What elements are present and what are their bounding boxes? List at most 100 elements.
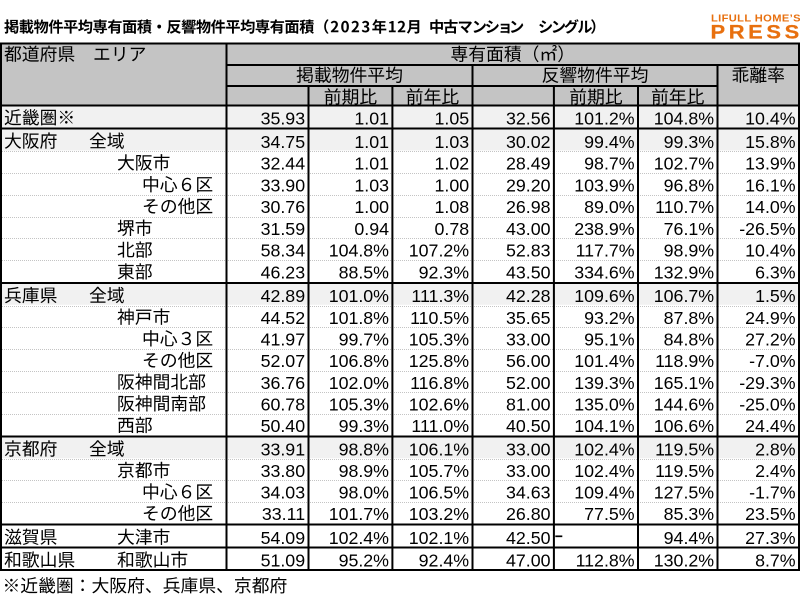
svg-text:34.75: 34.75 [261,132,306,152]
svg-text:106.6%: 106.6% [654,416,714,436]
svg-text:102.6%: 102.6% [409,394,469,414]
svg-text:0.78: 0.78 [434,219,469,239]
svg-text:33.00: 33.00 [506,461,551,481]
svg-text:95.1%: 95.1% [584,330,635,350]
svg-text:117.7%: 117.7% [576,241,635,261]
svg-text:101.2%: 101.2% [574,108,634,128]
svg-text:33.90: 33.90 [261,175,306,195]
svg-text:43.50: 43.50 [506,263,551,283]
svg-text:15.8%: 15.8% [745,132,796,152]
svg-text:103.9%: 103.9% [574,175,634,195]
svg-text:88.5%: 88.5% [339,263,390,283]
svg-text:99.3%: 99.3% [339,416,390,436]
svg-text:1.05: 1.05 [434,108,469,128]
svg-text:94.4%: 94.4% [664,528,715,548]
svg-text:104.8%: 104.8% [329,241,389,261]
svg-text:27.3%: 27.3% [745,528,796,548]
svg-text:111.3%: 111.3% [411,286,469,306]
svg-text:6.3%: 6.3% [755,263,796,283]
svg-text:10.4%: 10.4% [745,241,796,261]
svg-text:101.4%: 101.4% [574,351,634,371]
svg-text:26.80: 26.80 [506,504,551,524]
svg-text:33.00: 33.00 [506,330,551,350]
svg-text:125.8%: 125.8% [409,351,469,371]
svg-text:165.1%: 165.1% [654,373,714,393]
svg-text:106.5%: 106.5% [409,483,469,503]
svg-text:10.4%: 10.4% [745,108,796,128]
svg-text:-1.7%: -1.7% [749,483,796,503]
svg-text:92.4%: 92.4% [419,551,470,571]
svg-text:2.4%: 2.4% [755,461,796,481]
svg-text:1.03: 1.03 [434,132,469,152]
svg-text:60.78: 60.78 [261,394,306,414]
svg-text:-29.3%: -29.3% [739,373,796,393]
svg-text:106.1%: 106.1% [409,440,469,460]
svg-text:50.40: 50.40 [261,416,306,436]
svg-text:52.07: 52.07 [261,351,306,371]
svg-text:29.20: 29.20 [506,175,551,195]
svg-text:119.5%: 119.5% [655,440,714,460]
svg-text:1.02: 1.02 [434,154,469,174]
svg-text:106.7%: 106.7% [654,286,714,306]
svg-text:23.5%: 23.5% [745,504,796,524]
svg-text:77.5%: 77.5% [584,504,635,524]
svg-text:99.3%: 99.3% [664,132,715,152]
svg-text:105.3%: 105.3% [409,330,469,350]
svg-text:28.49: 28.49 [506,154,551,174]
svg-text:98.9%: 98.9% [664,241,715,261]
svg-text:102.4%: 102.4% [329,528,389,548]
svg-text:33.91: 33.91 [261,440,306,460]
svg-text:1.01: 1.01 [354,154,389,174]
svg-text:33.11: 33.11 [262,504,305,524]
svg-text:46.23: 46.23 [261,263,306,283]
svg-text:99.4%: 99.4% [584,132,635,152]
svg-text:102.0%: 102.0% [329,373,389,393]
svg-text:14.0%: 14.0% [745,197,796,217]
svg-text:95.2%: 95.2% [339,551,390,571]
svg-text:102.4%: 102.4% [574,440,634,460]
svg-text:96.8%: 96.8% [664,175,715,195]
svg-text:2.8%: 2.8% [755,440,796,460]
svg-text:102.7%: 102.7% [654,154,714,174]
svg-text:127.5%: 127.5% [654,483,714,503]
svg-text:110.5%: 110.5% [410,308,469,328]
svg-text:52.00: 52.00 [506,373,551,393]
svg-text:42.28: 42.28 [506,286,551,306]
svg-text:34.03: 34.03 [261,483,306,503]
svg-text:1.00: 1.00 [434,175,469,195]
svg-text:139.3%: 139.3% [574,373,634,393]
svg-text:30.76: 30.76 [261,197,306,217]
svg-text:24.9%: 24.9% [745,308,796,328]
svg-text:13.9%: 13.9% [745,154,796,174]
svg-text:118.9%: 118.9% [655,351,714,371]
svg-text:130.2%: 130.2% [654,551,714,571]
svg-text:41.97: 41.97 [261,330,306,350]
svg-text:32.44: 32.44 [261,154,306,174]
svg-text:135.0%: 135.0% [574,394,634,414]
svg-text:33.00: 33.00 [506,440,551,460]
svg-text:98.0%: 98.0% [339,483,390,503]
svg-text:32.56: 32.56 [506,108,551,128]
svg-text:109.6%: 109.6% [574,286,634,306]
svg-text:16.1%: 16.1% [745,175,796,195]
svg-text:35.65: 35.65 [506,308,551,328]
svg-text:93.2%: 93.2% [584,308,635,328]
svg-text:27.2%: 27.2% [745,330,796,350]
svg-text:132.9%: 132.9% [654,263,714,283]
svg-text:54.09: 54.09 [261,528,306,548]
svg-text:-25.0%: -25.0% [739,394,796,414]
svg-text:1.01: 1.01 [354,132,389,152]
svg-text:1.03: 1.03 [354,175,389,195]
svg-text:104.8%: 104.8% [654,108,714,128]
svg-text:110.7%: 110.7% [655,197,714,217]
svg-text:112.8%: 112.8% [576,551,635,571]
svg-text:98.7%: 98.7% [584,154,635,174]
svg-text:56.00: 56.00 [506,351,551,371]
svg-text:99.7%: 99.7% [339,330,390,350]
svg-text:334.6%: 334.6% [574,263,634,283]
svg-text:119.5%: 119.5% [655,461,714,481]
svg-text:92.3%: 92.3% [419,263,470,283]
svg-text:42.50: 42.50 [506,528,551,548]
svg-text:1.00: 1.00 [354,197,389,217]
svg-text:51.09: 51.09 [261,551,306,571]
